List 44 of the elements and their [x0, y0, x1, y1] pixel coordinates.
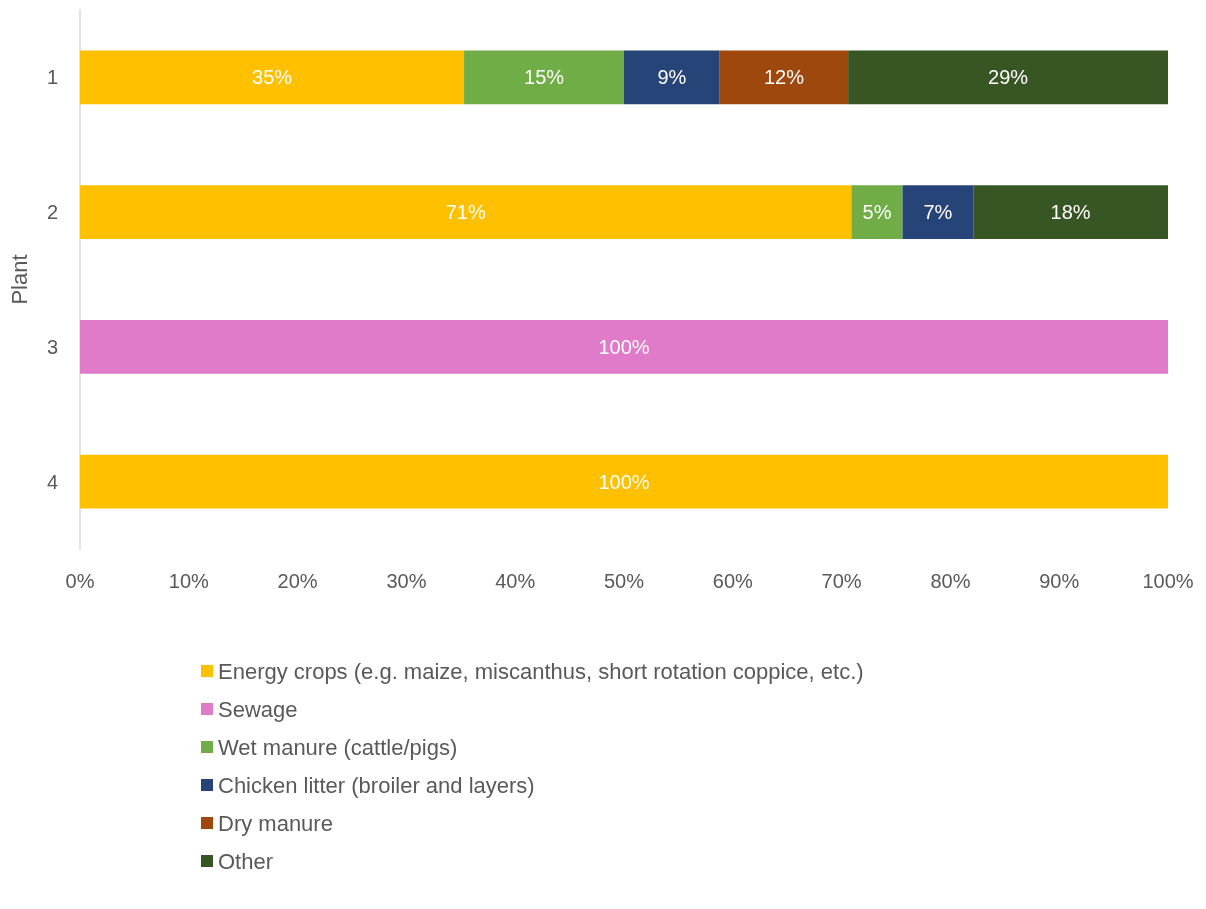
data-label: 15% — [524, 66, 565, 89]
x-tick-label: 60% — [712, 570, 754, 592]
legend-label: Wet manure (cattle/pigs) — [218, 734, 458, 760]
legend-label: Chicken litter (broiler and layers) — [218, 772, 535, 798]
data-label: 100% — [598, 470, 650, 493]
x-tick-label: 30% — [386, 570, 427, 592]
data-label: 12% — [763, 66, 805, 89]
y-tick-label: 1 — [46, 66, 58, 89]
data-label: 100% — [598, 335, 650, 358]
x-tick-label: 90% — [1039, 570, 1080, 592]
x-tick-label: 50% — [603, 570, 645, 592]
data-label: 9% — [657, 66, 687, 89]
y-axis-title: Plant — [6, 254, 32, 305]
legend-label: Sewage — [218, 696, 298, 722]
x-tick-label: 80% — [930, 570, 971, 592]
data-label: 71% — [445, 201, 486, 224]
y-tick-label: 2 — [46, 201, 58, 224]
x-tick-label: 10% — [168, 570, 210, 592]
x-tick-label: 40% — [495, 570, 536, 592]
bar — [80, 319, 1168, 374]
bar — [719, 50, 849, 105]
bar — [80, 185, 852, 240]
bar — [80, 454, 1168, 509]
data-label: 5% — [862, 201, 892, 224]
data-label: 35% — [252, 66, 293, 89]
bar — [902, 185, 974, 240]
y-tick-label: 3 — [46, 335, 58, 358]
x-tick-label: 70% — [821, 570, 862, 592]
x-tick-label: 100% — [1142, 570, 1194, 592]
data-label: 18% — [1050, 201, 1091, 224]
bar — [848, 50, 1168, 105]
data-label: 29% — [988, 66, 1029, 89]
bar — [624, 50, 720, 105]
bar — [80, 50, 465, 105]
x-tick-label: 0% — [65, 570, 95, 592]
y-tick-label: 4 — [46, 470, 58, 493]
bar — [851, 185, 903, 240]
legend-label: Other — [218, 848, 274, 874]
legend-label: Dry manure — [218, 810, 333, 836]
legend-label: Energy crops (e.g. maize, miscanthus, short rotation coppice, etc.) — [218, 658, 864, 684]
data-label: 7% — [923, 201, 953, 224]
bar — [464, 50, 624, 105]
bar — [973, 185, 1168, 240]
x-tick-label: 20% — [277, 570, 318, 592]
